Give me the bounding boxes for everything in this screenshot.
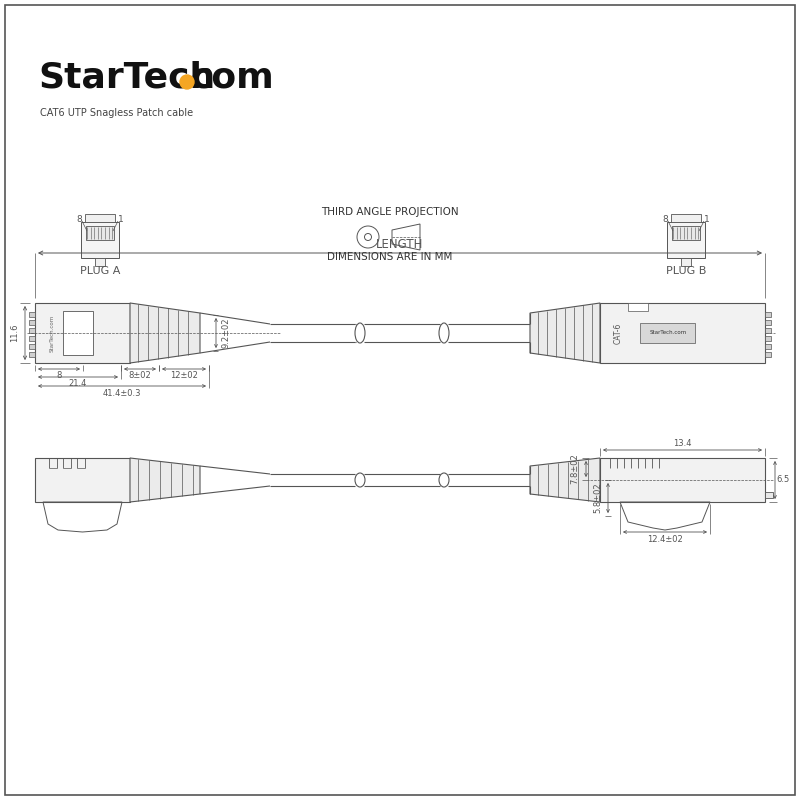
Text: 8: 8: [76, 214, 82, 223]
Bar: [765, 320, 771, 325]
Bar: [95, 258, 105, 266]
Text: LENGTH: LENGTH: [376, 238, 424, 251]
Bar: [600, 458, 765, 502]
Bar: [29, 336, 35, 341]
Text: 12±02: 12±02: [170, 371, 198, 381]
Bar: [600, 303, 765, 363]
Text: StarTech.com: StarTech.com: [50, 314, 54, 352]
Bar: [29, 352, 35, 357]
Bar: [35, 458, 130, 502]
Bar: [667, 222, 705, 258]
Text: 1: 1: [118, 214, 124, 223]
Text: CAT-6: CAT-6: [614, 322, 622, 344]
Text: 5.8±02: 5.8±02: [594, 482, 602, 514]
Bar: [628, 303, 648, 311]
Circle shape: [180, 75, 194, 89]
Text: 6.5: 6.5: [776, 475, 790, 485]
Bar: [671, 214, 701, 222]
Polygon shape: [130, 458, 200, 502]
Bar: [681, 258, 691, 266]
Text: StarTech: StarTech: [38, 61, 215, 95]
Text: 7.8±02: 7.8±02: [570, 454, 579, 484]
Bar: [765, 328, 771, 333]
Text: 8: 8: [56, 371, 62, 381]
Text: com: com: [190, 61, 274, 95]
Bar: [29, 312, 35, 317]
Text: DIMENSIONS ARE IN MM: DIMENSIONS ARE IN MM: [327, 252, 453, 262]
Text: 8±02: 8±02: [129, 371, 151, 381]
Text: 8: 8: [662, 214, 668, 223]
Bar: [672, 226, 700, 240]
Text: 12.4±02: 12.4±02: [647, 534, 683, 543]
Text: 41.4±0.3: 41.4±0.3: [102, 389, 142, 398]
Text: PLUG B: PLUG B: [666, 266, 706, 276]
Bar: [765, 352, 771, 357]
Text: THIRD ANGLE PROJECTION: THIRD ANGLE PROJECTION: [321, 207, 459, 217]
Bar: [86, 226, 114, 240]
Bar: [81, 222, 119, 258]
Polygon shape: [765, 492, 773, 498]
Text: 21.4: 21.4: [69, 379, 87, 389]
Bar: [765, 336, 771, 341]
Bar: [765, 344, 771, 349]
Polygon shape: [530, 303, 600, 363]
Bar: [765, 312, 771, 317]
Polygon shape: [130, 303, 200, 363]
Text: 1: 1: [704, 214, 710, 223]
Bar: [640, 323, 695, 343]
Bar: [29, 328, 35, 333]
Text: 13.4: 13.4: [674, 438, 692, 447]
Text: StarTech.com: StarTech.com: [650, 330, 686, 335]
Bar: [29, 344, 35, 349]
Bar: [35, 303, 130, 363]
Text: CAT6 UTP Snagless Patch cable: CAT6 UTP Snagless Patch cable: [40, 108, 193, 118]
Polygon shape: [530, 458, 600, 502]
Bar: [29, 320, 35, 325]
Text: PLUG A: PLUG A: [80, 266, 120, 276]
Text: 11.6: 11.6: [10, 324, 19, 342]
Bar: [85, 214, 115, 222]
Text: 9.2±02: 9.2±02: [222, 318, 230, 348]
Bar: [63, 311, 93, 355]
